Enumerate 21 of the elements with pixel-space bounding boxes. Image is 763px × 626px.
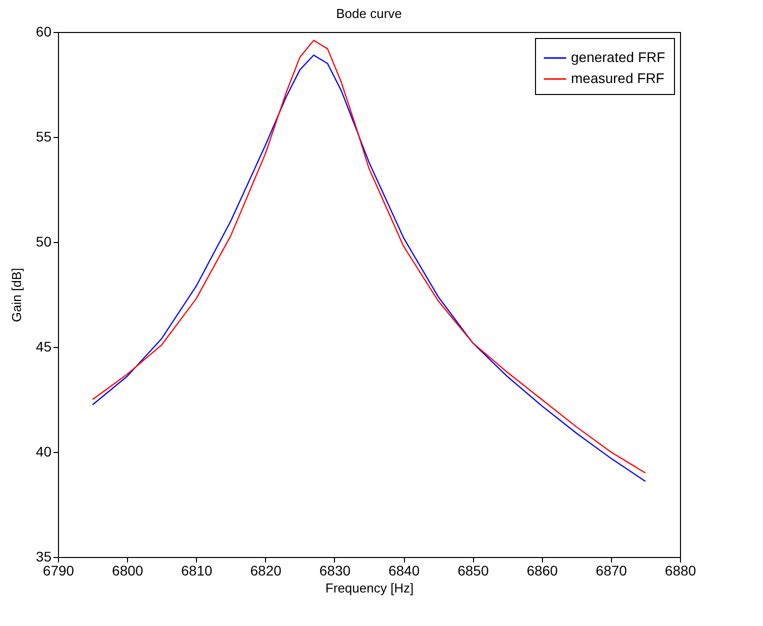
x-tick-label: 6870 (596, 562, 628, 578)
y-tick-label: 45 (36, 338, 52, 354)
x-tick-label: 6800 (112, 562, 144, 578)
y-tick-label: 60 (36, 24, 52, 40)
x-tick-label: 6820 (250, 562, 282, 578)
x-tick-label: 6830 (319, 562, 351, 578)
y-tick-label: 35 (36, 548, 52, 564)
y-tick-label: 40 (36, 444, 52, 460)
y-axis-title: Gain [dB] (8, 268, 24, 322)
y-tick-label: 55 (36, 128, 52, 144)
x-tick-label: 6880 (664, 562, 696, 578)
legend-label: measured FRF (571, 70, 664, 86)
x-tick-label: 6860 (526, 562, 558, 578)
x-tick-label: 6810 (181, 562, 213, 578)
x-tick-label: 6790 (42, 562, 74, 578)
x-tick-label: 6850 (458, 562, 489, 578)
legend-label: generated FRF (571, 49, 666, 65)
chart-title: Bode curve (336, 6, 402, 21)
x-tick-label: 6840 (388, 562, 420, 578)
x-axis-title: Frequency [Hz] (325, 580, 414, 596)
y-tick-label: 50 (36, 234, 52, 250)
